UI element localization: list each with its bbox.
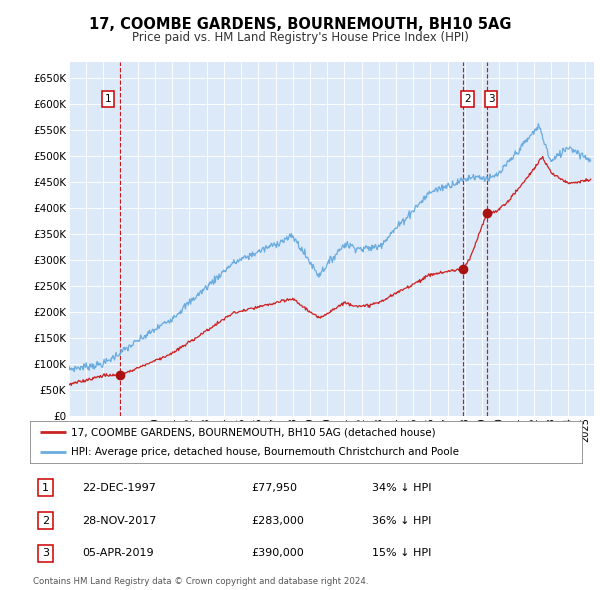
- Text: 15% ↓ HPI: 15% ↓ HPI: [372, 549, 431, 558]
- Text: £77,950: £77,950: [251, 483, 297, 493]
- Text: 05-APR-2019: 05-APR-2019: [82, 549, 154, 558]
- Text: HPI: Average price, detached house, Bournemouth Christchurch and Poole: HPI: Average price, detached house, Bour…: [71, 447, 460, 457]
- Text: 2: 2: [42, 516, 49, 526]
- Text: 3: 3: [42, 549, 49, 558]
- Text: 22-DEC-1997: 22-DEC-1997: [82, 483, 157, 493]
- Text: £283,000: £283,000: [251, 516, 304, 526]
- Text: Price paid vs. HM Land Registry's House Price Index (HPI): Price paid vs. HM Land Registry's House …: [131, 31, 469, 44]
- Text: 34% ↓ HPI: 34% ↓ HPI: [372, 483, 432, 493]
- Text: 17, COOMBE GARDENS, BOURNEMOUTH, BH10 5AG (detached house): 17, COOMBE GARDENS, BOURNEMOUTH, BH10 5A…: [71, 427, 436, 437]
- Text: 17, COOMBE GARDENS, BOURNEMOUTH, BH10 5AG: 17, COOMBE GARDENS, BOURNEMOUTH, BH10 5A…: [89, 17, 511, 31]
- Text: 1: 1: [42, 483, 49, 493]
- Text: 28-NOV-2017: 28-NOV-2017: [82, 516, 157, 526]
- Text: £390,000: £390,000: [251, 549, 304, 558]
- Text: Contains HM Land Registry data © Crown copyright and database right 2024.
This d: Contains HM Land Registry data © Crown c…: [33, 577, 368, 590]
- Text: 1: 1: [105, 94, 112, 104]
- Text: 36% ↓ HPI: 36% ↓ HPI: [372, 516, 431, 526]
- Text: 2: 2: [464, 94, 471, 104]
- Text: 3: 3: [488, 94, 494, 104]
